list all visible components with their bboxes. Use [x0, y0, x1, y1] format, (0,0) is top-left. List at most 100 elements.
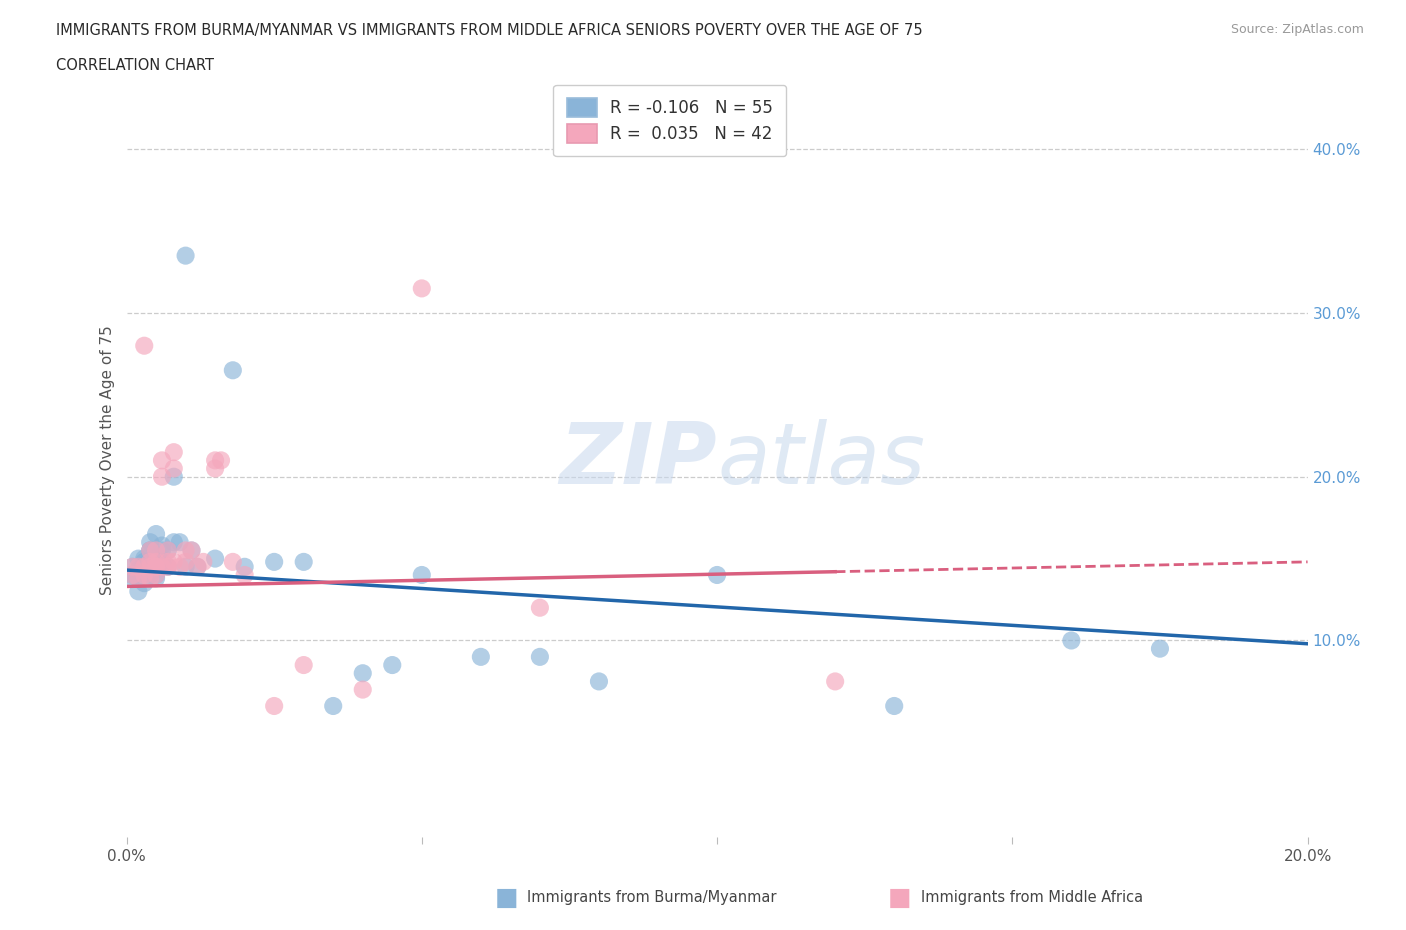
- Point: [263, 698, 285, 713]
- Point: [134, 554, 156, 569]
- Point: [134, 576, 156, 591]
- Point: [588, 674, 610, 689]
- Point: [139, 543, 162, 558]
- Point: [174, 543, 197, 558]
- Point: [139, 563, 162, 578]
- Point: [322, 698, 344, 713]
- Point: [411, 281, 433, 296]
- Point: [145, 554, 167, 569]
- Text: atlas: atlas: [717, 418, 925, 502]
- Point: [139, 571, 162, 586]
- Point: [174, 554, 197, 569]
- Point: [139, 559, 162, 574]
- Point: [121, 559, 143, 574]
- Text: CORRELATION CHART: CORRELATION CHART: [56, 58, 214, 73]
- Point: [134, 567, 156, 582]
- Legend: R = -0.106   N = 55, R =  0.035   N = 42: R = -0.106 N = 55, R = 0.035 N = 42: [554, 85, 786, 156]
- Point: [145, 554, 167, 569]
- Point: [352, 666, 374, 681]
- Point: [156, 554, 179, 569]
- Point: [150, 554, 173, 569]
- Point: [186, 559, 208, 574]
- Point: [883, 698, 905, 713]
- Point: [180, 543, 202, 558]
- Point: [150, 543, 173, 558]
- Point: [139, 559, 162, 574]
- Point: [180, 543, 202, 558]
- Text: ■: ■: [495, 885, 517, 910]
- Point: [824, 674, 846, 689]
- Point: [145, 543, 167, 558]
- Point: [150, 559, 173, 574]
- Point: [204, 551, 226, 566]
- Point: [121, 567, 143, 582]
- Point: [145, 567, 167, 582]
- Point: [352, 683, 374, 698]
- Point: [209, 453, 232, 468]
- Point: [174, 248, 197, 263]
- Point: [127, 571, 149, 586]
- Point: [156, 559, 179, 574]
- Point: [222, 554, 245, 569]
- Point: [145, 571, 167, 586]
- Point: [145, 559, 167, 574]
- Point: [139, 543, 162, 558]
- Point: [204, 453, 226, 468]
- Point: [134, 554, 156, 569]
- Point: [163, 470, 186, 485]
- Point: [292, 658, 315, 672]
- Point: [529, 649, 551, 664]
- Point: [145, 526, 167, 541]
- Point: [139, 535, 162, 550]
- Point: [186, 559, 208, 574]
- Point: [233, 567, 256, 582]
- Point: [156, 559, 179, 574]
- Text: Immigrants from Burma/Myanmar: Immigrants from Burma/Myanmar: [527, 890, 776, 905]
- Point: [127, 563, 149, 578]
- Point: [121, 559, 143, 574]
- Point: [134, 339, 156, 353]
- Point: [150, 538, 173, 553]
- Point: [163, 445, 186, 459]
- Point: [121, 571, 143, 586]
- Point: [156, 543, 179, 558]
- Point: [139, 554, 162, 569]
- Point: [145, 559, 167, 574]
- Point: [706, 567, 728, 582]
- Point: [145, 559, 167, 574]
- Point: [470, 649, 492, 664]
- Point: [139, 554, 162, 569]
- Point: [156, 543, 179, 558]
- Point: [139, 567, 162, 582]
- Point: [174, 559, 197, 574]
- Point: [529, 600, 551, 615]
- Point: [127, 584, 149, 599]
- Point: [1060, 633, 1083, 648]
- Text: ZIP: ZIP: [560, 418, 717, 502]
- Point: [121, 567, 143, 582]
- Point: [169, 535, 191, 550]
- Point: [145, 567, 167, 582]
- Point: [381, 658, 404, 672]
- Point: [145, 548, 167, 563]
- Point: [139, 543, 162, 558]
- Point: [134, 559, 156, 574]
- Text: Source: ZipAtlas.com: Source: ZipAtlas.com: [1230, 23, 1364, 36]
- Point: [134, 567, 156, 582]
- Point: [163, 461, 186, 476]
- Point: [127, 559, 149, 574]
- Y-axis label: Seniors Poverty Over the Age of 75: Seniors Poverty Over the Age of 75: [100, 326, 115, 595]
- Point: [163, 554, 186, 569]
- Point: [263, 554, 285, 569]
- Point: [204, 461, 226, 476]
- Point: [292, 554, 315, 569]
- Point: [163, 535, 186, 550]
- Text: ■: ■: [889, 885, 911, 910]
- Text: Immigrants from Middle Africa: Immigrants from Middle Africa: [921, 890, 1143, 905]
- Point: [150, 470, 173, 485]
- Point: [411, 567, 433, 582]
- Point: [134, 559, 156, 574]
- Point: [193, 554, 215, 569]
- Point: [134, 551, 156, 566]
- Point: [127, 571, 149, 586]
